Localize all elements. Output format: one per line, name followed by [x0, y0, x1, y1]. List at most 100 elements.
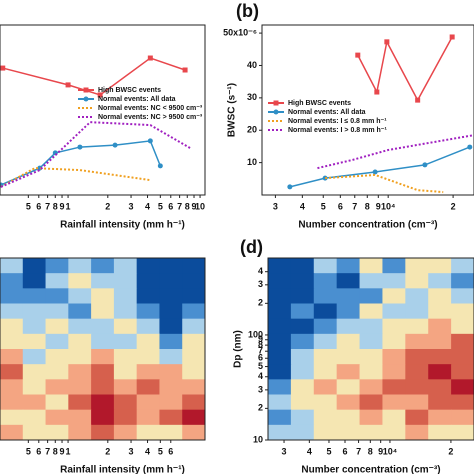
- y-tick-label: 5: [258, 361, 263, 371]
- x-tick-label: 8: [185, 201, 190, 211]
- heat-cell: [290, 303, 315, 320]
- heat-cell: [336, 349, 361, 365]
- x-tick-label: 4: [307, 446, 312, 456]
- y-tick-label: 2: [258, 403, 263, 413]
- heat-cell: [136, 394, 160, 411]
- heat-cell: [182, 288, 206, 304]
- heat-cell: [428, 379, 452, 395]
- y-tick-label: 2: [258, 298, 263, 308]
- heat-cell: [22, 258, 47, 274]
- heat-cell: [382, 318, 406, 335]
- heat-cell: [359, 409, 383, 426]
- heat-cell: [45, 394, 69, 411]
- heat-cell: [359, 303, 383, 320]
- heat-cell: [268, 394, 292, 411]
- series-line: [317, 134, 474, 170]
- heat-cell: [68, 303, 92, 320]
- heat-cell: [290, 364, 315, 380]
- heat-cell: [22, 349, 47, 365]
- x-tick-label: 5: [158, 446, 163, 456]
- heat-cell: [359, 364, 383, 380]
- heat-cell: [113, 394, 138, 411]
- heat-cell: [268, 349, 292, 365]
- panel-label: (d): [240, 237, 263, 257]
- heat-cell: [382, 333, 406, 350]
- heat-cell: [359, 424, 383, 441]
- heat-cell: [405, 379, 429, 395]
- heat-cell: [451, 318, 474, 335]
- heat-cell: [68, 364, 92, 380]
- x-tick-label: 9: [60, 201, 65, 211]
- heat-cell: [428, 349, 452, 365]
- x-tick-label: 10⁴: [383, 446, 397, 456]
- marker: [65, 82, 71, 88]
- heat-cell: [405, 318, 429, 335]
- heat-cell: [182, 364, 206, 380]
- heat-cell: [45, 318, 69, 335]
- heat-cell: [359, 333, 383, 350]
- heat-cell: [0, 394, 24, 411]
- heat-cell: [91, 349, 115, 365]
- x-axis-title: Number concentration (cm⁻³): [298, 220, 437, 231]
- panel-label: (b): [236, 1, 259, 21]
- heat-cell: [136, 273, 160, 289]
- heat-cell: [182, 303, 206, 320]
- heat-cell: [313, 409, 338, 426]
- y-axis-title: Dp (nm): [233, 330, 244, 368]
- heat-cell: [382, 273, 406, 289]
- marker: [355, 52, 361, 58]
- heat-cell: [68, 394, 92, 411]
- heat-cell: [45, 333, 69, 350]
- heat-cell: [336, 318, 361, 335]
- heat-cell: [405, 258, 429, 274]
- x-tick-label: 4: [300, 201, 305, 211]
- heat-cell: [159, 409, 183, 426]
- heat-cell: [91, 258, 115, 274]
- x-tick-label: 1: [66, 201, 71, 211]
- x-tick-label: 6: [168, 446, 173, 456]
- marker: [157, 163, 163, 169]
- heat-cell: [113, 424, 138, 441]
- y-tick-label: 4: [258, 266, 263, 276]
- x-tick-label: 7: [177, 201, 182, 211]
- heat-cell: [451, 394, 474, 411]
- marker: [97, 92, 103, 98]
- heat-cell: [268, 409, 292, 426]
- x-tick-label: 2: [105, 446, 110, 456]
- heat-cell: [68, 288, 92, 304]
- marker: [147, 138, 153, 144]
- heat-cell: [336, 364, 361, 380]
- plot-frame: [261, 24, 474, 196]
- heat-cell: [451, 288, 474, 304]
- y-tick-label: 20: [247, 125, 257, 135]
- heat-cell: [68, 333, 92, 350]
- heat-cell: [405, 424, 429, 441]
- heat-cell: [22, 424, 47, 441]
- heat-cell: [336, 273, 361, 289]
- heat-cell: [182, 318, 206, 335]
- x-tick-label: 5: [326, 446, 331, 456]
- heat-cell: [136, 349, 160, 365]
- heat-cell: [0, 424, 24, 441]
- legend-label: Normal events: I ≤ 0.8 mm h⁻¹: [288, 118, 387, 125]
- heat-cell: [182, 424, 206, 441]
- heat-cell: [313, 333, 338, 350]
- marker: [287, 184, 293, 190]
- marker: [374, 89, 380, 95]
- heat-cell: [336, 394, 361, 411]
- heat-cell: [451, 364, 474, 380]
- heat-cell: [136, 379, 160, 395]
- heat-cell: [405, 303, 429, 320]
- heat-cell: [336, 258, 361, 274]
- heat-cell: [136, 364, 160, 380]
- heat-cell: [182, 394, 206, 411]
- heat-cell: [382, 349, 406, 365]
- y-tick-label: 10: [253, 434, 263, 444]
- heat-cell: [405, 273, 429, 289]
- heat-cell: [113, 303, 138, 320]
- heat-cell: [159, 258, 183, 274]
- heat-cell: [159, 288, 183, 304]
- heat-cell: [359, 273, 383, 289]
- heat-cell: [136, 288, 160, 304]
- x-tick-label: 9: [376, 201, 381, 211]
